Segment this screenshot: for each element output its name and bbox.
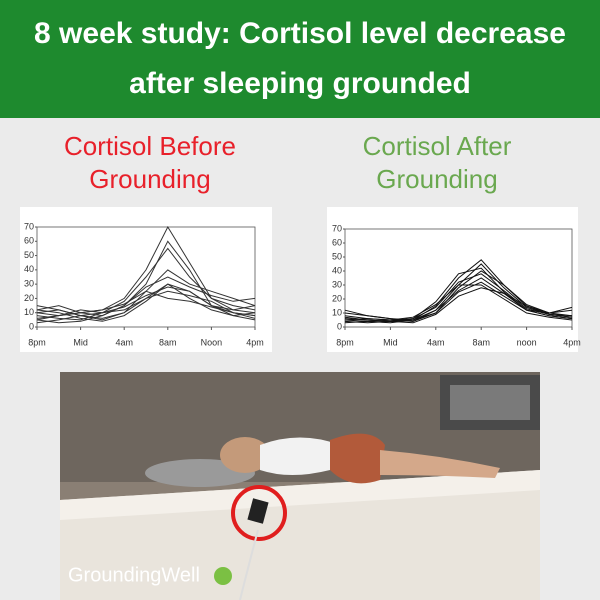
x-tick-label: 4pm — [563, 337, 581, 347]
series-line — [344, 277, 573, 324]
x-tick-label: Mid — [383, 337, 398, 347]
x-tick-label: 8pm — [28, 337, 46, 347]
y-tick-label: 10 — [332, 307, 342, 317]
series-line — [36, 290, 256, 319]
chart-title: Cortisol Before Grounding — [64, 131, 236, 194]
y-tick-label: 70 — [24, 221, 34, 231]
series-line — [36, 247, 256, 321]
series-line — [36, 276, 256, 324]
y-tick-label: 40 — [332, 265, 342, 275]
y-tick-label: 70 — [332, 223, 342, 233]
photo — [60, 372, 540, 600]
y-tick-label: 0 — [29, 321, 34, 331]
y-tick-label: 40 — [24, 264, 34, 274]
y-tick-label: 30 — [332, 279, 342, 289]
x-tick-label: 8pm — [336, 337, 354, 347]
chart-background — [20, 207, 272, 352]
series-line — [344, 284, 573, 321]
x-tick-label: noon — [517, 337, 537, 347]
y-tick-label: 60 — [24, 236, 34, 246]
y-tick-label: 60 — [332, 237, 342, 247]
y-tick-label: 30 — [24, 279, 34, 289]
x-tick-label: 4am — [115, 337, 133, 347]
plot-frame — [36, 226, 256, 328]
x-tick-label: 4pm — [246, 337, 264, 347]
brand-name: GroundingWell — [68, 564, 200, 586]
y-tick-label: 10 — [24, 307, 34, 317]
series-line — [344, 281, 573, 322]
chart-background — [327, 207, 578, 352]
series-line — [36, 286, 256, 324]
x-tick-label: Noon — [201, 337, 223, 347]
x-tick-label: 4am — [427, 337, 445, 347]
series-line — [344, 287, 573, 324]
x-tick-label: Mid — [73, 337, 88, 347]
header-title: 8 week study: Cortisol level decrease af… — [34, 17, 566, 100]
y-tick-label: 50 — [332, 251, 342, 261]
y-tick-label: 20 — [332, 293, 342, 303]
series-line — [36, 283, 256, 322]
plot-frame — [344, 228, 573, 328]
y-tick-label: 20 — [24, 293, 34, 303]
chart-title: Cortisol After Grounding — [362, 131, 512, 194]
x-tick-label: 8am — [472, 337, 490, 347]
series-line — [36, 290, 256, 317]
y-tick-label: 50 — [24, 250, 34, 260]
x-tick-label: 8am — [159, 337, 177, 347]
brand-icon — [214, 567, 232, 585]
y-tick-label: 0 — [337, 321, 342, 331]
header: 8 week study: Cortisol level decrease af… — [0, 0, 600, 118]
